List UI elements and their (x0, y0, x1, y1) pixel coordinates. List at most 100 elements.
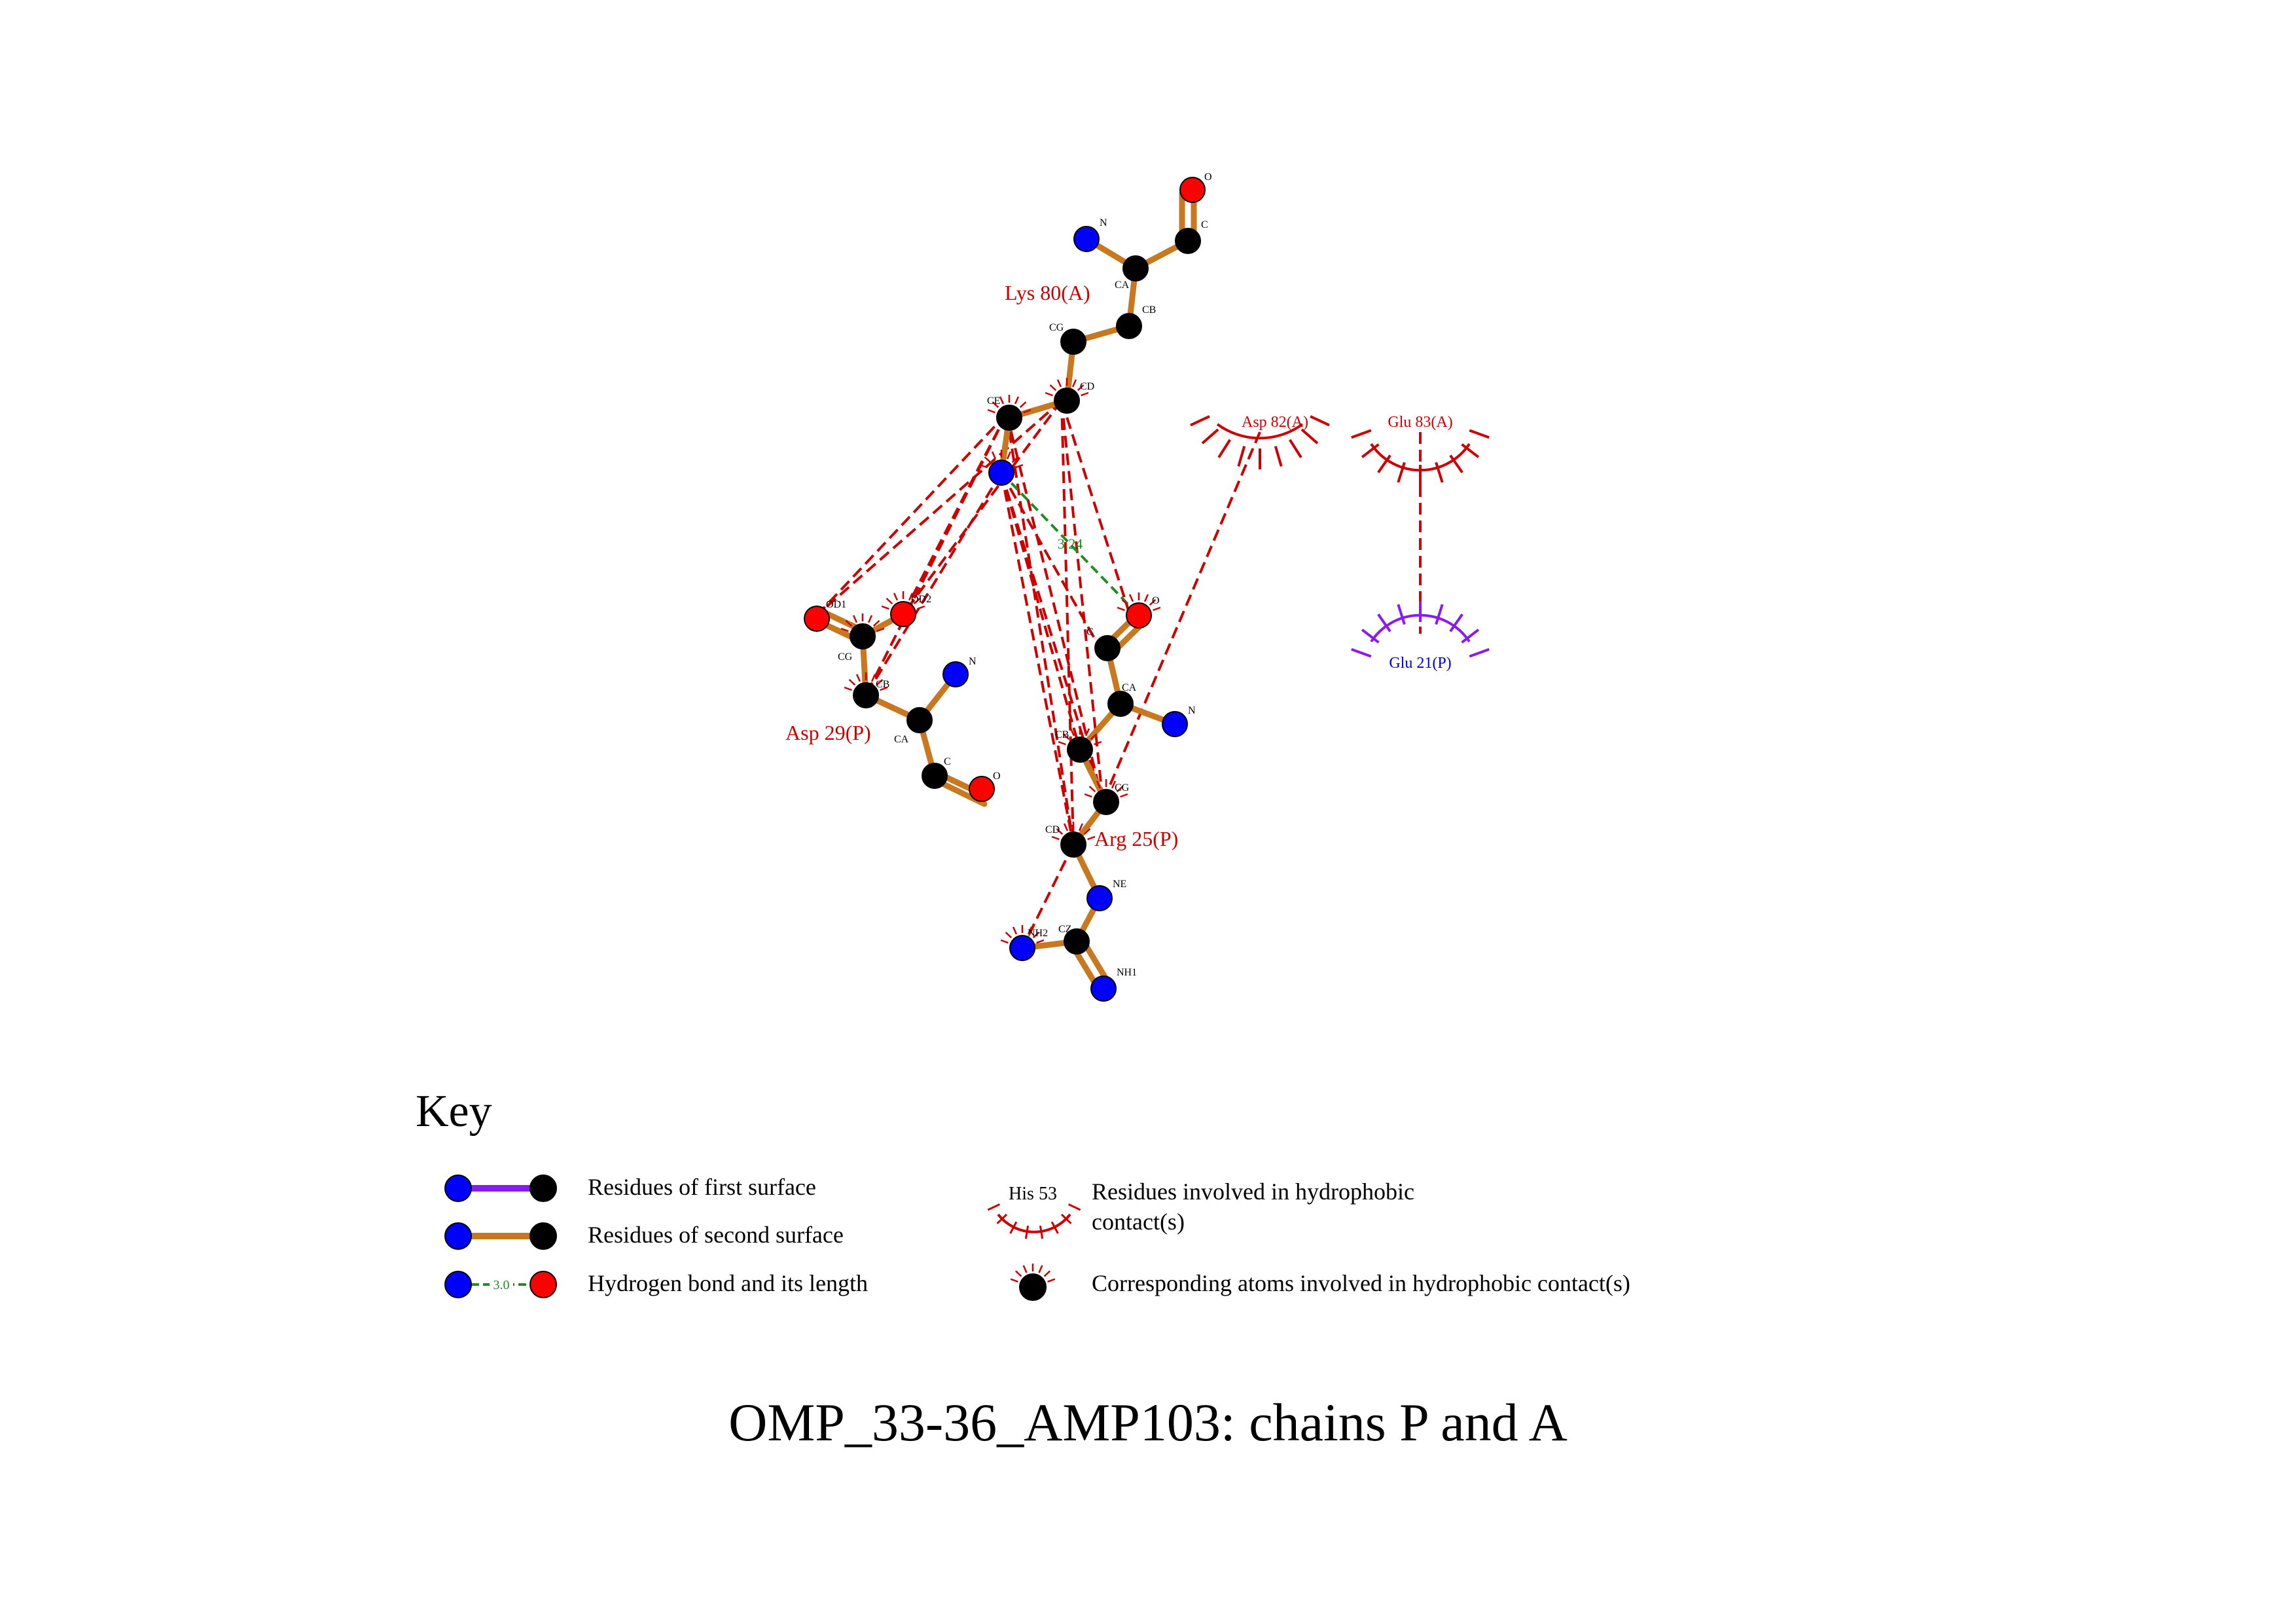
spike (1010, 1278, 1018, 1283)
hbond-line (1000, 471, 1139, 615)
spike (1062, 733, 1070, 740)
contact-line (1000, 472, 1075, 845)
contact-line (817, 412, 1008, 615)
spike (1012, 926, 1018, 935)
lash (1274, 446, 1283, 467)
lash (1397, 604, 1406, 625)
contact-line (902, 399, 1063, 615)
atom-asp29-n (942, 661, 969, 687)
spike (991, 451, 997, 460)
key-second-surface-n (444, 1222, 472, 1250)
lash (1300, 428, 1319, 445)
spike (1087, 835, 1096, 841)
lash (1237, 446, 1246, 467)
contact-line (1000, 472, 1098, 642)
spike (913, 598, 921, 605)
atom-label: O (993, 771, 1001, 782)
atom-arg25-c (1094, 635, 1121, 661)
atom-label: N (1100, 217, 1107, 228)
key-atom-spikes (1010, 1264, 1056, 1283)
spike (845, 620, 853, 627)
atom-label: CA (1122, 682, 1137, 693)
atom-arg25-nh2 (1009, 935, 1035, 961)
atom-label: OD1 (826, 599, 846, 610)
spike (1077, 384, 1085, 392)
atom-lys80-c (1175, 228, 1201, 254)
spike (876, 679, 884, 686)
spike (1063, 823, 1069, 831)
atom-lys80-ce (996, 405, 1022, 431)
key-first-surface-label: Residues of first surface (588, 1174, 816, 1200)
spike (840, 627, 849, 632)
spike (999, 396, 1005, 405)
spike (1027, 926, 1033, 935)
spike (1047, 1278, 1056, 1283)
spike (1043, 1270, 1051, 1277)
spike (1081, 392, 1089, 397)
atom-arg25-o (1126, 602, 1152, 629)
atom-asp29-od1 (804, 606, 830, 632)
key-legend: Key Residues of first surface Residues o… (416, 1086, 1630, 1301)
key-eyelash-lashes (987, 1203, 1081, 1239)
atom-asp29-c (922, 763, 948, 789)
residue-label-asp29: Asp 29(P) (785, 721, 871, 744)
atom-arg25-nh1 (1090, 976, 1117, 1002)
hydrophobic-residue-glu83: Glu 83(A) (1370, 414, 1471, 472)
atom-label: CB (1142, 304, 1156, 316)
contact-line (902, 413, 1008, 615)
atom-label: N (969, 656, 977, 667)
spike (1014, 396, 1020, 405)
key-hbond-label: Hydrogen bond and its length (588, 1270, 868, 1296)
spike (1121, 599, 1129, 606)
atom-asp29-ca (906, 707, 933, 733)
spike (1051, 835, 1060, 841)
contact-line (1021, 844, 1075, 949)
key-hydrophobic-atom (1019, 1273, 1047, 1301)
spike (1006, 451, 1012, 460)
spike (1143, 594, 1149, 602)
contact-line (865, 471, 1003, 697)
eyelash-lashes (1190, 415, 1330, 469)
atom-asp29-o (969, 776, 995, 802)
eyelash-lashes (1351, 601, 1490, 658)
atom-label: NH2 (1028, 928, 1048, 939)
spike (886, 598, 893, 605)
atom-label: CA (894, 734, 909, 745)
spike (1083, 828, 1091, 835)
key-hydrophobic-label-line2: contact(s) (1092, 1209, 1185, 1235)
key-hydrophobic-atoms-label: Corresponding atoms involved in hydropho… (1092, 1270, 1630, 1296)
diagram-title: OMP_33-36_AMP103: chains P and A (728, 1393, 1568, 1452)
key-title: Key (416, 1086, 492, 1137)
atom-label: CG (1115, 782, 1130, 793)
spike (1058, 740, 1066, 746)
hydrophobic-label-glu21: Glu 21(P) (1389, 655, 1451, 672)
atom-lys80-n (1073, 226, 1100, 252)
spike (893, 593, 899, 601)
hydrophobic-label-asp82: Asp 82(A) (1242, 414, 1308, 431)
contact-line (817, 399, 1063, 615)
spike (1036, 939, 1045, 944)
atom-arg25-n (1162, 711, 1188, 737)
lash (1310, 415, 1330, 427)
atom-label: CZ (1058, 924, 1071, 935)
atom-lys80-cg (1060, 329, 1086, 355)
residue-label-arg25: Arg 25(P) (1094, 827, 1178, 850)
lash (1067, 1203, 1081, 1211)
covalent-bonds (814, 190, 1197, 992)
atom-labels: N O C CA CB CG CD CE OD1 OD2 CG CB CA N … (826, 172, 1212, 978)
spike (917, 605, 925, 610)
atom-arg25-cg (1093, 789, 1119, 815)
spike (1056, 828, 1064, 835)
spike (1149, 599, 1157, 606)
lash (1469, 647, 1490, 658)
lash (1351, 429, 1372, 439)
lash (1469, 429, 1490, 439)
atom-asp29-od2 (890, 601, 916, 627)
spike (1014, 1270, 1022, 1277)
atom-label: C (1201, 219, 1208, 230)
atom-arg25-ca (1107, 691, 1134, 717)
atom-label: CD (1080, 381, 1094, 392)
lash (1190, 415, 1210, 427)
hbond-length: 3.24 (1058, 536, 1083, 552)
atom-label: CD (1045, 824, 1060, 835)
